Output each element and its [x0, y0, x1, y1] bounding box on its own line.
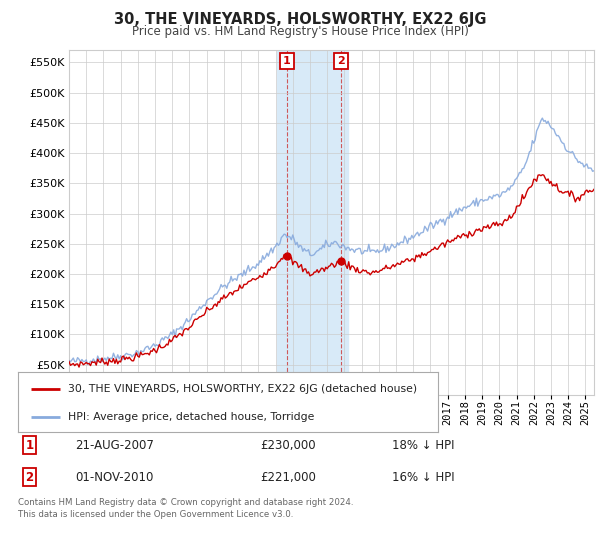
Text: HPI: Average price, detached house, Torridge: HPI: Average price, detached house, Torr…	[68, 412, 315, 422]
Text: 1: 1	[283, 56, 290, 66]
Text: £230,000: £230,000	[260, 439, 316, 452]
Bar	[277, 50, 348, 395]
Text: 30, THE VINEYARDS, HOLSWORTHY, EX22 6JG: 30, THE VINEYARDS, HOLSWORTHY, EX22 6JG	[114, 12, 486, 27]
Text: 18% ↓ HPI: 18% ↓ HPI	[392, 439, 455, 452]
Text: Price paid vs. HM Land Registry's House Price Index (HPI): Price paid vs. HM Land Registry's House …	[131, 25, 469, 38]
Text: 21-AUG-2007: 21-AUG-2007	[76, 439, 154, 452]
Text: Contains HM Land Registry data © Crown copyright and database right 2024.
This d: Contains HM Land Registry data © Crown c…	[18, 498, 353, 519]
Text: 2: 2	[25, 471, 34, 484]
Text: 01-NOV-2010: 01-NOV-2010	[76, 471, 154, 484]
Text: 1: 1	[25, 439, 34, 452]
Text: 30, THE VINEYARDS, HOLSWORTHY, EX22 6JG (detached house): 30, THE VINEYARDS, HOLSWORTHY, EX22 6JG …	[68, 384, 418, 394]
Text: 2: 2	[338, 56, 346, 66]
Text: 16% ↓ HPI: 16% ↓ HPI	[392, 471, 455, 484]
Text: £221,000: £221,000	[260, 471, 316, 484]
